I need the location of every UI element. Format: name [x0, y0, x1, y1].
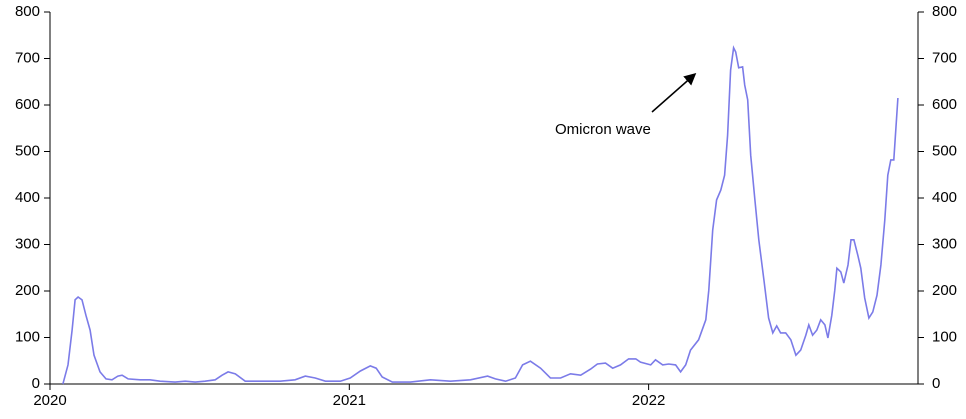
y2-tick-label: 100: [932, 328, 957, 345]
y-tick-label: 600: [15, 96, 40, 113]
y2-tick-label: 600: [932, 96, 957, 113]
y-tick-label: 400: [15, 189, 40, 206]
y-tick-label: 500: [15, 142, 40, 159]
y2-tick-label: 400: [932, 189, 957, 206]
y-tick-label: 200: [15, 282, 40, 299]
y-tick-label: 0: [32, 375, 40, 392]
y2-tick-label: 0: [932, 375, 940, 392]
y2-tick-label: 300: [932, 235, 957, 252]
y2-tick-label: 800: [932, 3, 957, 20]
y-tick-label: 800: [15, 3, 40, 20]
annotation: Omicron wave: [555, 121, 651, 138]
x-tick-label: 2022: [632, 392, 665, 409]
y2-tick-label: 700: [932, 49, 957, 66]
x-tick-label: 2021: [333, 392, 366, 409]
y-tick-label: 100: [15, 328, 40, 345]
line-series: [62, 45, 899, 385]
y-tick-label: 300: [15, 235, 40, 252]
y2-tick-label: 500: [932, 142, 957, 159]
x-tick-label: 2020: [33, 392, 66, 409]
annotation-arrow: [651, 73, 697, 113]
y2-tick-label: 200: [932, 282, 957, 299]
y-tick-label: 700: [15, 49, 40, 66]
